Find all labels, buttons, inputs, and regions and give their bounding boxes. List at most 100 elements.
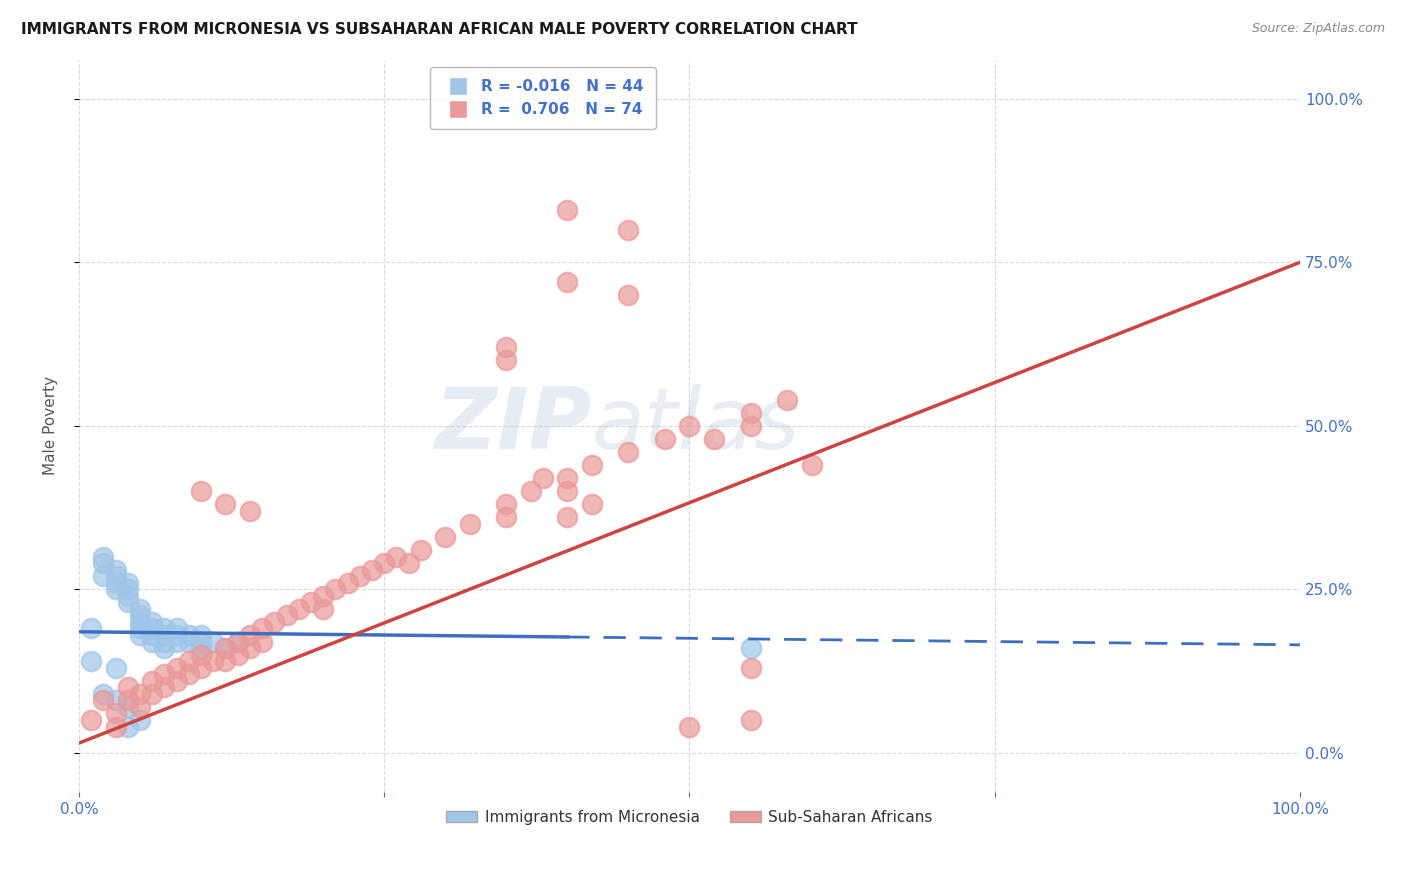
- Point: [104, 661, 127, 675]
- Point: [166, 628, 188, 642]
- Text: IMMIGRANTS FROM MICRONESIA VS SUBSAHARAN AFRICAN MALE POVERTY CORRELATION CHART: IMMIGRANTS FROM MICRONESIA VS SUBSAHARAN…: [21, 22, 858, 37]
- Point: [141, 622, 163, 636]
- Point: [239, 628, 262, 642]
- Point: [740, 661, 762, 675]
- Point: [153, 681, 176, 695]
- Point: [93, 687, 115, 701]
- Point: [531, 471, 554, 485]
- Point: [190, 661, 212, 675]
- Legend: Immigrants from Micronesia, Sub-Saharan Africans: Immigrants from Micronesia, Sub-Saharan …: [436, 799, 943, 836]
- Point: [104, 720, 127, 734]
- Point: [214, 497, 236, 511]
- Point: [117, 681, 139, 695]
- Point: [581, 497, 603, 511]
- Point: [141, 628, 163, 642]
- Text: atlas: atlas: [592, 384, 800, 467]
- Point: [740, 418, 762, 433]
- Point: [617, 288, 640, 302]
- Point: [104, 563, 127, 577]
- Point: [117, 575, 139, 590]
- Point: [325, 582, 347, 597]
- Point: [129, 687, 152, 701]
- Point: [166, 673, 188, 688]
- Point: [263, 615, 285, 629]
- Point: [557, 275, 579, 289]
- Text: ZIP: ZIP: [434, 384, 592, 467]
- Point: [495, 340, 517, 354]
- Point: [250, 622, 273, 636]
- Point: [740, 406, 762, 420]
- Point: [581, 458, 603, 472]
- Point: [800, 458, 823, 472]
- Point: [117, 720, 139, 734]
- Point: [177, 634, 200, 648]
- Point: [226, 648, 249, 662]
- Point: [117, 582, 139, 597]
- Point: [557, 202, 579, 217]
- Point: [385, 549, 408, 564]
- Point: [104, 575, 127, 590]
- Point: [557, 471, 579, 485]
- Point: [93, 549, 115, 564]
- Point: [557, 484, 579, 499]
- Point: [349, 569, 371, 583]
- Point: [190, 648, 212, 662]
- Point: [104, 569, 127, 583]
- Point: [117, 700, 139, 714]
- Point: [153, 628, 176, 642]
- Point: [129, 608, 152, 623]
- Point: [214, 641, 236, 656]
- Point: [93, 693, 115, 707]
- Point: [80, 654, 103, 668]
- Point: [398, 556, 420, 570]
- Point: [214, 654, 236, 668]
- Point: [434, 530, 457, 544]
- Point: [776, 392, 799, 407]
- Point: [141, 634, 163, 648]
- Y-axis label: Male Poverty: Male Poverty: [44, 376, 58, 475]
- Point: [129, 615, 152, 629]
- Point: [141, 615, 163, 629]
- Point: [190, 641, 212, 656]
- Point: [104, 693, 127, 707]
- Point: [153, 667, 176, 681]
- Point: [117, 693, 139, 707]
- Point: [129, 713, 152, 727]
- Point: [202, 634, 225, 648]
- Point: [129, 622, 152, 636]
- Point: [93, 569, 115, 583]
- Point: [177, 628, 200, 642]
- Point: [166, 661, 188, 675]
- Point: [495, 353, 517, 368]
- Point: [80, 713, 103, 727]
- Point: [214, 641, 236, 656]
- Point: [495, 497, 517, 511]
- Point: [104, 706, 127, 721]
- Point: [190, 628, 212, 642]
- Point: [93, 556, 115, 570]
- Point: [104, 582, 127, 597]
- Point: [141, 687, 163, 701]
- Point: [312, 589, 335, 603]
- Point: [495, 510, 517, 524]
- Point: [617, 222, 640, 236]
- Point: [177, 667, 200, 681]
- Text: Source: ZipAtlas.com: Source: ZipAtlas.com: [1251, 22, 1385, 36]
- Point: [361, 563, 384, 577]
- Point: [226, 634, 249, 648]
- Point: [336, 575, 359, 590]
- Point: [703, 432, 725, 446]
- Point: [678, 720, 700, 734]
- Point: [617, 445, 640, 459]
- Point: [117, 589, 139, 603]
- Point: [190, 484, 212, 499]
- Point: [141, 673, 163, 688]
- Point: [287, 602, 309, 616]
- Point: [153, 634, 176, 648]
- Point: [153, 622, 176, 636]
- Point: [202, 654, 225, 668]
- Point: [740, 713, 762, 727]
- Point: [276, 608, 298, 623]
- Point: [80, 622, 103, 636]
- Point: [654, 432, 676, 446]
